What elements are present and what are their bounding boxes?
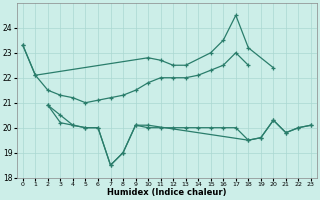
X-axis label: Humidex (Indice chaleur): Humidex (Indice chaleur) <box>107 188 227 197</box>
